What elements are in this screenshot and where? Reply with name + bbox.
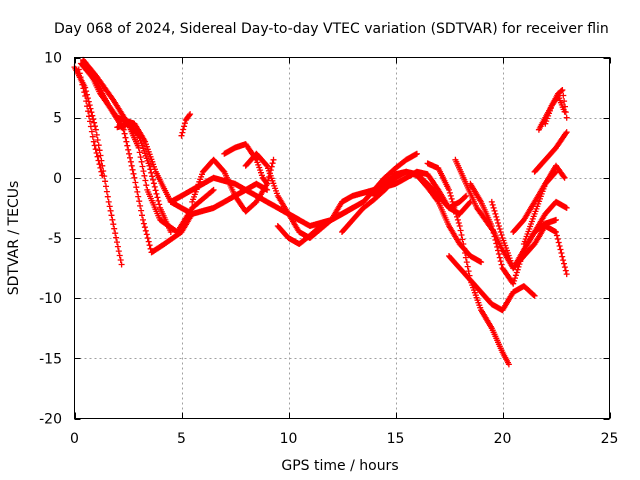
series-arc4 — [80, 56, 217, 235]
series-arc9 — [189, 156, 271, 215]
y-tick-label: -15 — [39, 351, 62, 367]
data-point-markers — [446, 253, 538, 314]
x-tick-label: 25 — [601, 431, 619, 447]
data-point-markers — [542, 93, 568, 127]
series-arc1 — [71, 64, 125, 268]
y-tick-label: 5 — [53, 111, 62, 127]
y-tick-label: -10 — [39, 291, 62, 307]
data-point-markers — [75, 66, 106, 179]
data-points — [71, 56, 570, 368]
data-point-markers — [178, 111, 194, 139]
series-arc7 — [178, 111, 194, 139]
data-point-markers — [424, 160, 512, 368]
data-point-markers — [80, 56, 217, 235]
data-point-markers — [488, 198, 570, 278]
y-tick-label: 10 — [44, 51, 62, 67]
series-arc17 — [446, 253, 538, 314]
data-point-markers — [520, 162, 568, 247]
data-point-markers — [221, 141, 277, 187]
data-point-markers — [531, 129, 570, 175]
series-arc15 — [371, 168, 485, 266]
series-arc20 — [488, 198, 570, 278]
series-arc5 — [82, 59, 271, 217]
x-tick-label: 0 — [70, 431, 79, 447]
series-arc19 — [467, 180, 559, 287]
series-arc2 — [75, 66, 106, 179]
data-point-markers — [82, 59, 271, 217]
x-axis-label: GPS time / hours — [281, 458, 398, 474]
series-arc23 — [531, 129, 570, 175]
y-tick-label: -20 — [39, 412, 62, 428]
y-tick-label: 0 — [53, 171, 62, 187]
series-arc16 — [424, 160, 512, 368]
axis-ticks — [74, 57, 611, 420]
y-tick-labels: -20 -15 -10 -5 0 5 10 — [39, 51, 62, 428]
chart-title: Day 068 of 2024, Sidereal Day-to-day VTE… — [54, 21, 609, 37]
data-point-markers — [189, 156, 271, 215]
data-point-markers — [114, 120, 174, 235]
grid-lines — [74, 57, 610, 419]
series-arc25 — [542, 93, 568, 127]
y-axis-label: SDTVAR / TECUs — [6, 181, 22, 296]
data-point-markers — [71, 64, 125, 268]
series-arc6 — [114, 120, 174, 235]
x-tick-labels: 0 5 10 15 20 25 — [70, 431, 618, 447]
x-tick-label: 20 — [494, 431, 512, 447]
data-point-markers — [467, 180, 559, 287]
x-tick-label: 5 — [177, 431, 186, 447]
x-tick-label: 15 — [387, 431, 405, 447]
series-arc10 — [221, 141, 277, 187]
series-arc22 — [520, 162, 568, 247]
x-tick-label: 10 — [280, 431, 298, 447]
y-tick-label: -5 — [48, 231, 62, 247]
data-point-markers — [371, 168, 485, 266]
